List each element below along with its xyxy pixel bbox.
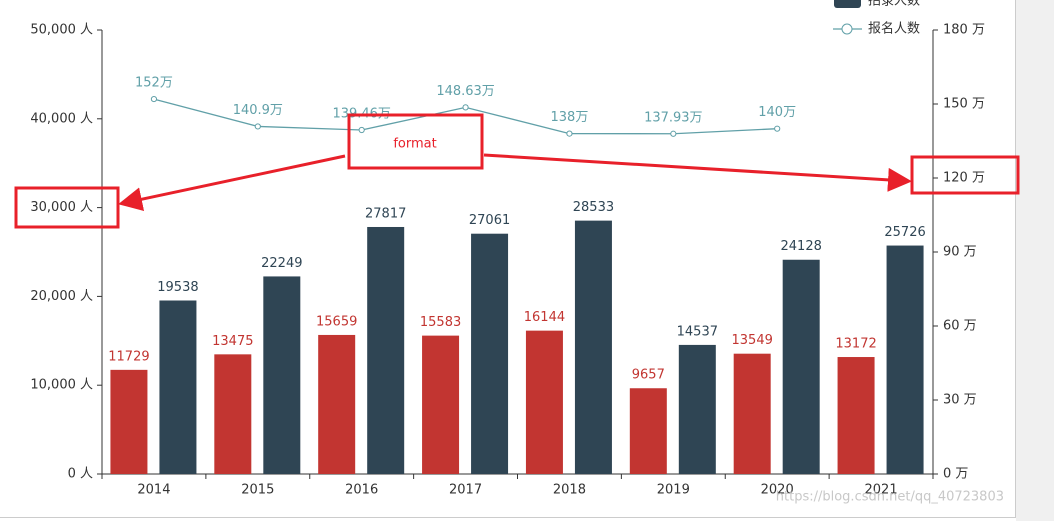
data-label: 15659 [316,314,357,329]
bar [318,334,356,474]
annotation-arrow [118,154,346,211]
annotation: format [393,137,436,152]
y2-tick-label: 150 万 [943,97,985,112]
bar [629,388,667,474]
y2-tick-label: 180 万 [943,23,985,38]
y2-tick-label: 0 万 [943,467,968,482]
legend-swatch [834,0,861,8]
data-label: 138万 [551,110,589,125]
annotation-box [14,186,120,229]
data-label: 19538 [157,280,198,295]
bar [159,300,197,474]
bar [886,245,924,474]
y2-tick-label: 120 万 [943,171,985,186]
bar [525,330,563,474]
y-tick-label: 0 人 [68,467,93,482]
annotation-arrow [483,153,912,192]
data-label: 22249 [261,256,302,271]
line-point [150,95,158,103]
data-label: 25726 [884,225,925,240]
bar [733,353,771,474]
data-label: 140万 [758,105,796,120]
data-label: 140.9万 [233,103,283,118]
y-tick-label: 20,000 人 [30,289,93,304]
data-label: 28533 [573,200,614,215]
data-label: 16144 [524,310,565,325]
line-point [254,123,261,130]
x-tick-label: 2014 [137,483,170,498]
line-point [566,130,573,137]
bar [214,354,252,474]
side-panel [1016,0,1054,521]
data-label: 9657 [632,368,665,383]
data-label: 15583 [420,315,461,330]
legend-label: 报名人数 [868,21,920,37]
bar [678,344,716,474]
x-tick-label: 2017 [449,483,482,498]
line-point [774,125,781,132]
legend-label: 招录人数 [868,0,920,9]
bar [367,226,405,474]
y2-tick-label: 60 万 [943,319,977,334]
y-tick-label: 50,000 人 [30,23,93,38]
data-label: 24128 [781,239,822,254]
bar [782,259,820,474]
bar [471,233,509,474]
y-tick-label: 40,000 人 [30,111,93,126]
data-label: 27061 [469,213,510,228]
data-label: 11729 [108,349,149,364]
data-label: 13549 [732,333,773,348]
y-tick-label: 30,000 人 [30,200,93,215]
x-tick-label: 2020 [761,483,794,498]
data-label: 137.93万 [644,110,703,125]
x-tick-label: 2021 [865,483,898,498]
bar [837,357,875,474]
data-label: 13475 [212,334,253,349]
bar [422,335,460,474]
data-label: 148.63万 [436,84,495,99]
annotation-box [347,113,484,170]
bar [110,369,148,474]
y2-tick-label: 90 万 [943,245,977,260]
x-tick-label: 2015 [241,483,274,498]
line-point [462,104,469,111]
bar [263,276,301,474]
annotation-box [910,155,1020,195]
y-tick-label: 10,000 人 [30,378,93,393]
watermark: https://blog.csdn.net/qq_40723803 [776,490,1004,505]
x-tick-label: 2019 [657,483,690,498]
legend-marker [841,23,853,35]
line-point [358,126,365,134]
bar [574,220,612,474]
x-tick-label: 2016 [345,483,378,498]
data-label: 27817 [365,206,406,221]
y2-tick-label: 30 万 [943,393,977,408]
line-point [670,130,677,137]
data-label: 14537 [677,324,718,339]
data-label: 13172 [835,337,876,352]
x-tick-label: 2018 [553,483,586,498]
data-label: 152万 [135,76,173,91]
